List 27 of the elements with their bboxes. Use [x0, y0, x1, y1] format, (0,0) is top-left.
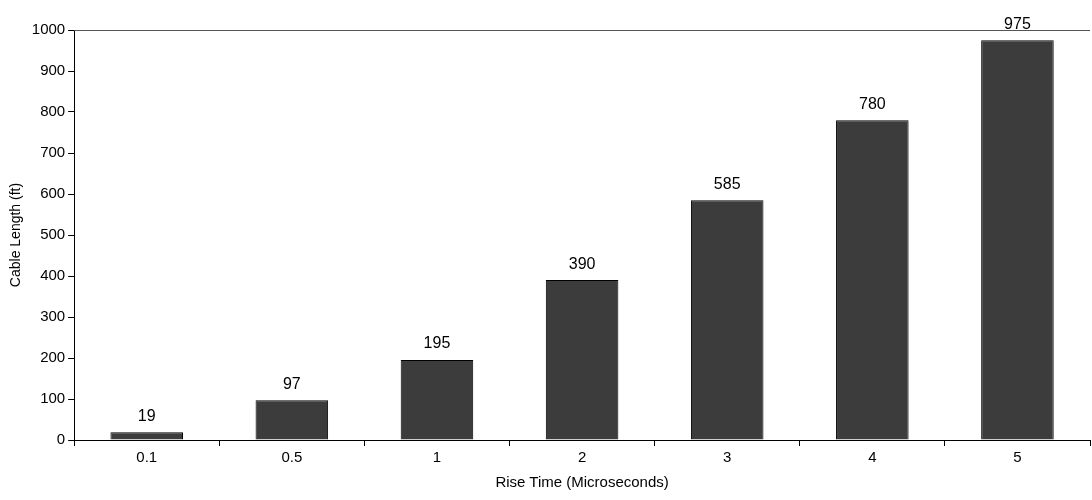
y-tick-label: 200 [40, 348, 66, 366]
x-tick-label: 4 [868, 448, 877, 466]
y-tick-label: 300 [40, 307, 66, 325]
data-label: 97 [282, 374, 301, 392]
y-tick-label: 700 [40, 143, 66, 161]
y-tick-label: 500 [40, 225, 66, 243]
x-tick-label: 0.1 [136, 448, 158, 466]
y-tick-label: 900 [40, 61, 66, 79]
y-tick-label: 600 [40, 184, 66, 202]
x-tick-label: 1 [432, 448, 442, 466]
y-tick-label: 100 [40, 389, 66, 407]
y-tick-label: 800 [40, 102, 66, 120]
x-tick-label: 5 [1013, 448, 1022, 466]
x-tick-label: 0.5 [281, 448, 303, 466]
x-tick-label: 2 [577, 448, 587, 466]
data-label: 585 [713, 174, 741, 192]
y-axis-title: Cable Length (ft) [7, 182, 24, 288]
data-label: 19 [137, 406, 156, 424]
data-label: 780 [858, 94, 886, 112]
data-label: 975 [1004, 14, 1031, 32]
y-tick-label: 1000 [31, 20, 66, 38]
y-tick-label: 400 [40, 266, 66, 284]
x-tick-label: 3 [723, 448, 732, 466]
y-tick-label: 0 [56, 430, 66, 448]
data-label: 390 [568, 254, 596, 272]
x-axis-title: Rise Time (Microseconds) [495, 473, 669, 491]
data-label: 195 [423, 334, 451, 352]
